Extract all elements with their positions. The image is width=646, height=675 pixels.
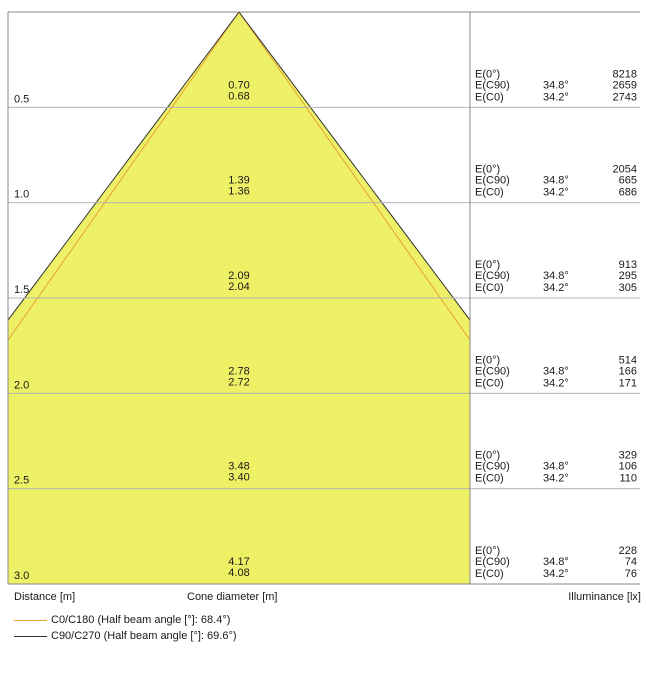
ec0-angle: 34.2° bbox=[543, 282, 569, 294]
ec0-label: E(C0) bbox=[475, 91, 504, 103]
ec90-angle: 34.8° bbox=[543, 270, 569, 282]
ec90-angle: 34.8° bbox=[543, 556, 569, 568]
ec0-label: E(C0) bbox=[475, 282, 504, 294]
cone-diameter-c90-label: 3.40 bbox=[228, 472, 249, 484]
cone-diameter-c0-label: 4.17 bbox=[228, 556, 249, 568]
e0-label: E(0°) bbox=[475, 545, 500, 557]
distance-tick-label: 1.0 bbox=[14, 189, 29, 201]
distance-tick-label: 2.5 bbox=[14, 475, 29, 487]
e0-label: E(0°) bbox=[475, 450, 500, 462]
ec90-value: 665 bbox=[619, 175, 637, 187]
ec0-label: E(C0) bbox=[475, 187, 504, 199]
ec90-label: E(C90) bbox=[475, 556, 510, 568]
e0-value: 913 bbox=[619, 259, 637, 271]
legend-label-c0: C0/C180 (Half beam angle [°]: 68.4°) bbox=[51, 614, 231, 626]
ec0-angle: 34.2° bbox=[543, 91, 569, 103]
legend-item-c0: C0/C180 (Half beam angle [°]: 68.4°) bbox=[14, 614, 230, 626]
cone-diameter-c0-label: 2.09 bbox=[228, 270, 249, 282]
ec90-angle: 34.8° bbox=[543, 365, 569, 377]
ec90-label: E(C90) bbox=[475, 270, 510, 282]
ec90-angle: 34.8° bbox=[543, 175, 569, 187]
ec0-value: 76 bbox=[625, 568, 637, 580]
cone-diameter-c90-label: 2.72 bbox=[228, 376, 249, 388]
cone-diameter-c0-label: 2.78 bbox=[228, 365, 249, 377]
distance-axis-label: Distance [m] bbox=[14, 591, 76, 603]
legend-item-c90: C90/C270 (Half beam angle [°]: 69.6°) bbox=[14, 630, 237, 642]
c90-line-right-edge bbox=[238, 11, 471, 321]
ec0-value: 305 bbox=[619, 282, 637, 294]
e0-value: 514 bbox=[619, 354, 637, 366]
e0-value: 2054 bbox=[613, 164, 637, 176]
cone-diameter-c0-label: 1.39 bbox=[228, 175, 249, 187]
ec90-value: 166 bbox=[619, 365, 637, 377]
illuminance-axis-label: Illuminance [lx] bbox=[568, 591, 641, 603]
cone-diagram-chart: 0.5 0.700.68 E(0°) 8218 E(C90) 34.8° 2659 E(C0)… bbox=[7, 11, 640, 585]
c90-line-left-edge bbox=[7, 11, 240, 321]
ec90-angle: 34.8° bbox=[543, 79, 569, 91]
ec0-value: 171 bbox=[619, 377, 637, 389]
ec90-value: 74 bbox=[625, 556, 637, 568]
ec90-value: 295 bbox=[619, 270, 637, 282]
e0-label: E(0°) bbox=[475, 68, 500, 80]
ec0-angle: 34.2° bbox=[543, 377, 569, 389]
distance-tick-label: 0.5 bbox=[14, 93, 29, 105]
ec90-value: 106 bbox=[619, 461, 637, 473]
c0-line-swatch bbox=[14, 619, 47, 621]
ec90-label: E(C90) bbox=[475, 79, 510, 91]
ec0-value: 686 bbox=[619, 187, 637, 199]
ec0-angle: 34.2° bbox=[543, 568, 569, 580]
ec90-angle: 34.8° bbox=[543, 461, 569, 473]
ec0-angle: 34.2° bbox=[543, 473, 569, 485]
cone-diameter-axis-label: Cone diameter [m] bbox=[187, 591, 278, 603]
ec90-label: E(C90) bbox=[475, 175, 510, 187]
cone-diameter-c0-label: 3.48 bbox=[228, 461, 249, 473]
c90-line-swatch bbox=[14, 635, 47, 637]
ec90-value: 2659 bbox=[613, 79, 637, 91]
distance-tick-label: 2.0 bbox=[14, 379, 29, 391]
ec0-angle: 34.2° bbox=[543, 187, 569, 199]
ec0-label: E(C0) bbox=[475, 473, 504, 485]
ec0-label: E(C0) bbox=[475, 568, 504, 580]
e0-value: 8218 bbox=[613, 68, 637, 80]
ec90-label: E(C90) bbox=[475, 461, 510, 473]
cone-diameter-c90-label: 4.08 bbox=[228, 567, 249, 579]
e0-label: E(0°) bbox=[475, 259, 500, 271]
ec0-label: E(C0) bbox=[475, 377, 504, 389]
ec90-label: E(C90) bbox=[475, 365, 510, 377]
legend-label-c90: C90/C270 (Half beam angle [°]: 69.6°) bbox=[51, 630, 237, 642]
c0-line-left-edge bbox=[7, 11, 240, 341]
ec0-value: 2743 bbox=[613, 91, 637, 103]
cone-diameter-c90-label: 2.04 bbox=[228, 281, 249, 293]
cone-diameter-c90-label: 1.36 bbox=[228, 186, 249, 198]
e0-label: E(0°) bbox=[475, 164, 500, 176]
e0-label: E(0°) bbox=[475, 354, 500, 366]
e0-value: 228 bbox=[619, 545, 637, 557]
cone-diameter-c90-label: 0.68 bbox=[228, 90, 249, 102]
c0-line-right-edge bbox=[238, 11, 471, 341]
distance-tick-label: 3.0 bbox=[14, 570, 29, 582]
distance-tick-label: 1.5 bbox=[14, 284, 29, 296]
cone-diameter-c0-label: 0.70 bbox=[228, 79, 249, 91]
e0-value: 329 bbox=[619, 450, 637, 462]
ec0-value: 110 bbox=[619, 473, 637, 485]
